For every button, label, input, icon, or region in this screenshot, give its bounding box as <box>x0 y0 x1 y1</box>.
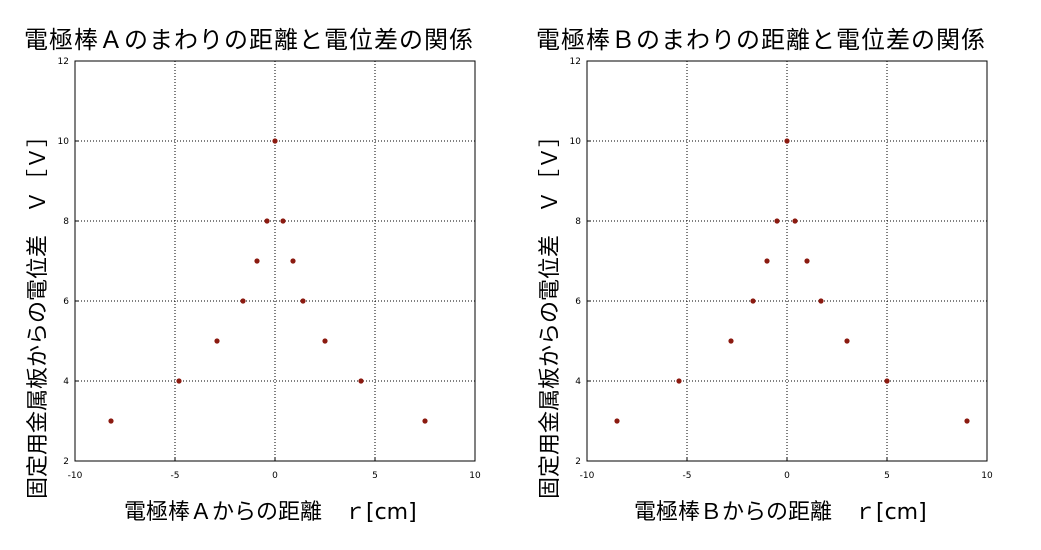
chart-a-data-point <box>358 378 364 384</box>
chart-b-y-tick-label: 2 <box>575 457 581 467</box>
chart-b-data-point <box>774 218 780 224</box>
chart-b-title: 電極棒Ｂのまわりの距離と電位差の関係 <box>536 26 986 54</box>
chart-b-y-tick-label: 4 <box>575 377 581 387</box>
chart-a-data-point <box>422 418 428 424</box>
chart-b-y-tick-label: 8 <box>575 217 581 227</box>
chart-b-y-tick-label: 12 <box>570 57 581 67</box>
chart-b-data-point <box>818 298 824 304</box>
chart-b-data-point <box>784 138 790 144</box>
chart-a-x-tick-label: 5 <box>372 471 378 481</box>
chart-a-data-point <box>280 218 286 224</box>
chart-b-data-point <box>804 258 810 264</box>
chart-a-data-point <box>176 378 182 384</box>
chart-b-x-tick-label: 5 <box>884 471 890 481</box>
chart-a-data-point <box>214 338 220 344</box>
chart-a-data-point <box>254 258 260 264</box>
chart-b-data-point <box>750 298 756 304</box>
chart-a-y-tick-label: 6 <box>63 297 69 307</box>
chart-a-data-point <box>290 258 296 264</box>
chart-a-y-tick-label: 8 <box>63 217 69 227</box>
chart-a-data-point <box>108 418 114 424</box>
chart-b-data-point <box>676 378 682 384</box>
chart-b-data-point <box>884 378 890 384</box>
chart-a-y-tick-label: 4 <box>63 377 69 387</box>
chart-a-data-point <box>322 338 328 344</box>
chart-a-data-point <box>264 218 270 224</box>
chart-a-x-tick-label: -10 <box>68 471 83 481</box>
chart-b-data-point <box>764 258 770 264</box>
chart-a-x-tick-label: -5 <box>171 471 180 481</box>
chart-b-y-tick-label: 10 <box>570 137 582 147</box>
chart-a-y-tick-label: 10 <box>58 137 70 147</box>
chart-b-x-tick-label: 0 <box>784 471 790 481</box>
chart-a-data-point <box>300 298 306 304</box>
chart-b-data-point <box>614 418 620 424</box>
chart-b-x-tick-label: -5 <box>683 471 692 481</box>
chart-b-x-axis-label: 電極棒Ｂからの距離 ｒ[cm] <box>634 500 927 525</box>
chart-a-x-tick-label: 10 <box>469 471 481 481</box>
chart-a-x-axis-label: 電極棒Ａからの距離 ｒ[cm] <box>124 500 417 525</box>
chart-b-data-point <box>844 338 850 344</box>
chart-b-data-point <box>792 218 798 224</box>
chart-a-y-tick-label: 12 <box>58 57 69 67</box>
chart-a-x-tick-label: 0 <box>272 471 278 481</box>
chart-a-title: 電極棒Ａのまわりの距離と電位差の関係 <box>24 26 474 54</box>
chart-b-x-tick-label: -10 <box>580 471 595 481</box>
chart-b-y-tick-label: 6 <box>575 297 581 307</box>
chart-a-data-point <box>272 138 278 144</box>
chart-b-data-point <box>964 418 970 424</box>
chart-a-data-point <box>240 298 246 304</box>
chart-b-x-tick-label: 10 <box>981 471 993 481</box>
chart-b-data-point <box>728 338 734 344</box>
chart-a-y-tick-label: 2 <box>63 457 69 467</box>
